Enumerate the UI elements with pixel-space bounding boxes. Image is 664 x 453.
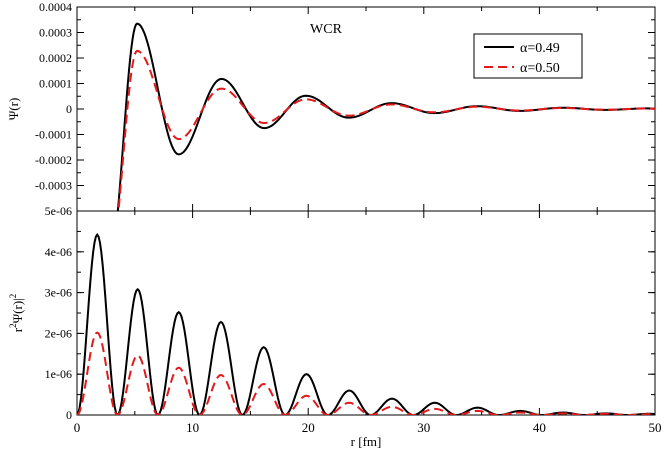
top-ytick-label: 0.0003	[39, 26, 72, 40]
bottom-ytick-label: 0	[66, 408, 72, 422]
bottom-ytick-label: 3e-06	[45, 286, 72, 300]
bottom-xtick-label: 0	[74, 420, 81, 435]
bottom-plot-frame	[76, 210, 656, 416]
bottom-ytick-label: 4e-06	[45, 245, 72, 259]
top-series-2-line	[117, 49, 655, 211]
x-axis-label: r [fm]	[351, 434, 382, 449]
bottom-ytick-label: 2e-06	[45, 326, 72, 340]
bottom-ytick-label: 5e-06	[45, 204, 72, 218]
bottom-panel: 0 1e-06 2e-06 3e-06 4e-06 5e-06 0 10 20 30 40 50 r […	[8, 204, 662, 449]
top-ytick-label: 0	[66, 102, 72, 116]
bottom-xtick-label: 10	[186, 420, 199, 435]
bottom-ytick-label: 1e-06	[45, 367, 72, 381]
top-ytick-label: -0.0001	[35, 128, 72, 142]
top-ytick-label: 0.0002	[39, 51, 72, 65]
bottom-y-axis-label: r2Ψ(r)|2	[8, 294, 25, 333]
top-panel: -0.0003 -0.0002 -0.0001 0 0.0001 0.0002 0.0003…	[6, 0, 656, 212]
top-ytick-label: 0.0001	[39, 77, 72, 91]
bottom-xtick-label: 50	[649, 420, 662, 435]
top-y-axis-label: Ψ(r)	[6, 98, 21, 121]
bottom-xtick-label: 30	[417, 420, 430, 435]
bottom-series-2-line	[77, 331, 655, 415]
legend-label-1: α=0.49	[520, 41, 560, 56]
top-ytick-label: -0.0003	[35, 179, 72, 193]
legend-label-2: α=0.50	[520, 61, 560, 76]
bottom-series-1-line	[77, 232, 655, 415]
legend: α=0.49 α=0.50	[473, 33, 583, 79]
bottom-xtick-label: 20	[302, 420, 315, 435]
legend-box	[473, 33, 583, 79]
top-title: WCR	[310, 22, 343, 37]
top-ytick-label: -0.0002	[35, 153, 72, 167]
top-ytick-label: 0.0004	[39, 0, 72, 14]
bottom-xtick-label: 40	[533, 420, 546, 435]
